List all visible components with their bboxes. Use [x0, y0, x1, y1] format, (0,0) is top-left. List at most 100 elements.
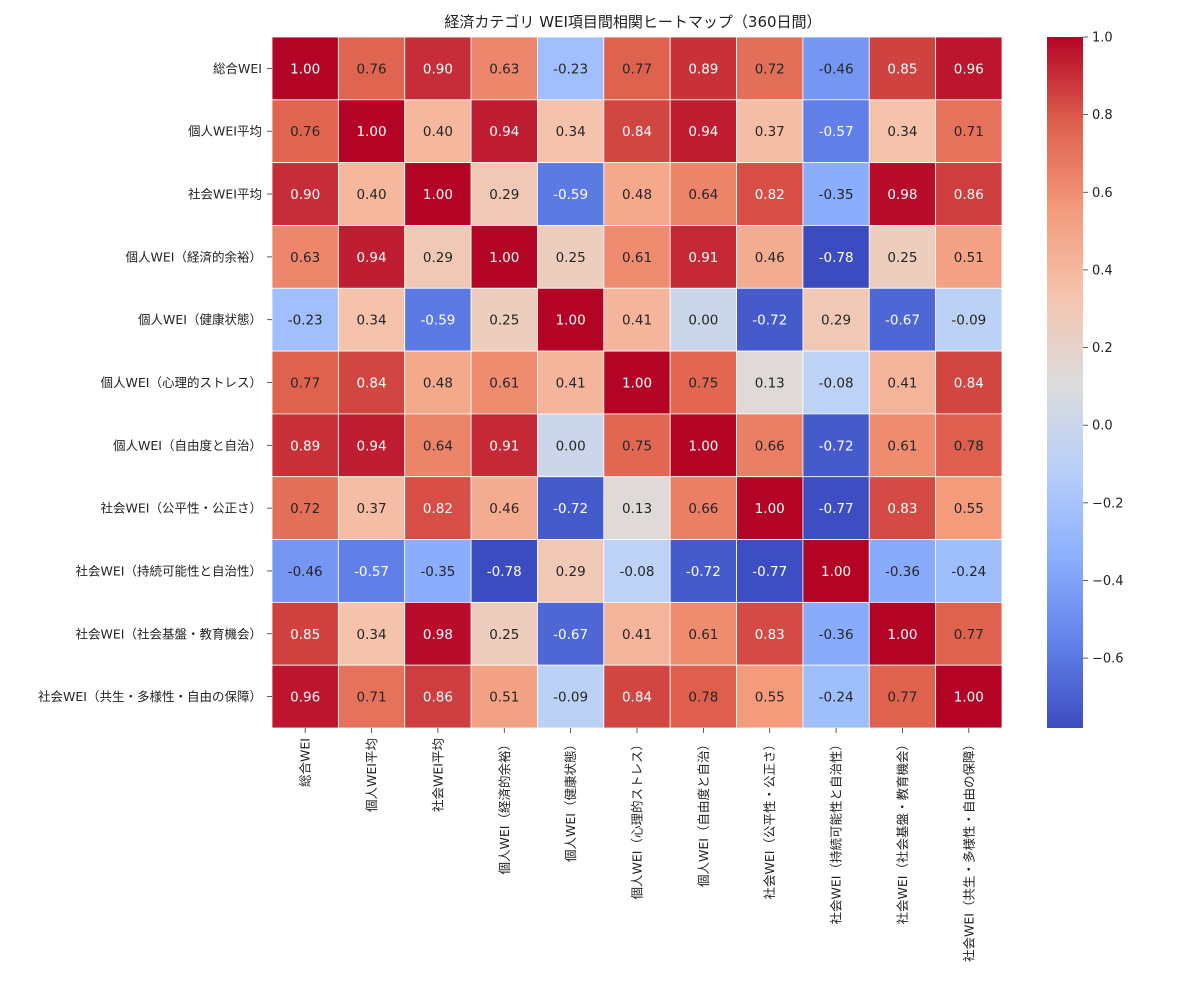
heatmap-cell: [802, 664, 870, 729]
heatmap-cell: [603, 476, 671, 540]
heatmap-cell: [802, 413, 870, 478]
cell-value-label: 0.29: [556, 564, 586, 580]
heatmap-cell: [669, 162, 737, 226]
cell-value-label: 0.66: [688, 501, 718, 517]
cell-value-label: 0.83: [887, 501, 917, 517]
row-label: 社会WEI平均: [188, 187, 262, 202]
cell-value-label: -0.36: [819, 627, 854, 643]
heatmap-cell: [736, 539, 804, 603]
cell-value-label: 0.40: [423, 124, 453, 140]
column-label: 個人WEI（健康状態）: [563, 738, 578, 862]
heatmap-cell: [736, 664, 804, 729]
cell-value-label: 0.72: [290, 501, 320, 517]
column-label: 個人WEI平均: [364, 738, 379, 812]
cell-value-label: 0.48: [423, 376, 453, 392]
heatmap-cell: [802, 287, 870, 352]
cell-value-label: 0.34: [887, 124, 917, 140]
colorbar-tick-label: 0.2: [1092, 341, 1113, 356]
heatmap-cells: 1.00 0.76 0.90 0.63 -0.23 0.77 0.89 0.72 -0.46 0.…: [271, 36, 1003, 729]
cell-value-label: 0.72: [755, 61, 785, 77]
cell-value-label: -0.09: [951, 313, 986, 329]
cell-value-label: 1.00: [556, 313, 586, 329]
cell-value-label: 0.46: [755, 250, 785, 266]
cell-value-label: 0.71: [954, 124, 984, 140]
chart-title: 経済カテゴリ WEI項目間相関ヒートマップ（360日間）: [444, 13, 821, 31]
heatmap-cell: [470, 413, 538, 478]
cell-value-label: -0.77: [819, 501, 854, 517]
cell-value-label: 0.94: [357, 438, 387, 454]
cell-value-label: -0.08: [819, 376, 854, 392]
heatmap-cell: [271, 350, 339, 415]
cell-value-label: 1.00: [622, 376, 652, 392]
cell-value-label: 0.55: [755, 690, 785, 706]
cell-value-label: 0.94: [489, 124, 519, 140]
cell-value-label: 0.37: [357, 501, 387, 517]
row-label: 個人WEI（自由度と自治）: [113, 438, 262, 453]
cell-value-label: -0.09: [553, 690, 588, 706]
cell-value-label: 0.89: [688, 61, 718, 77]
heatmap-cell: [935, 162, 1003, 226]
heatmap-cell: [935, 99, 1003, 164]
heatmap-cell: [271, 539, 339, 603]
heatmap-cell: [935, 601, 1003, 666]
column-label: 社会WEI（社会基盤・教育機会）: [895, 738, 910, 924]
colorbar-tick-label: 0.6: [1092, 186, 1113, 201]
cell-value-label: 0.91: [688, 250, 718, 266]
heatmap-cell: [470, 287, 538, 352]
heatmap-cell: [736, 476, 804, 540]
cell-value-label: 0.13: [755, 376, 785, 392]
colorbar-gradient: [1047, 37, 1083, 728]
heatmap-cell: [802, 225, 870, 289]
heatmap-cell: [404, 413, 472, 478]
cell-value-label: -0.08: [620, 564, 655, 580]
cell-value-label: -0.24: [819, 690, 854, 706]
cell-value-label: 0.83: [755, 627, 785, 643]
heatmap-cell: [271, 287, 339, 352]
heatmap-cell: [736, 601, 804, 666]
cell-value-label: 0.51: [489, 690, 519, 706]
heatmap-cell: [337, 99, 406, 164]
heatmap-cell: [271, 664, 339, 729]
cell-value-label: 0.86: [954, 187, 984, 203]
row-label: 個人WEI（心理的ストレス）: [101, 375, 262, 390]
cell-value-label: 1.00: [290, 61, 320, 77]
cell-value-label: 0.84: [954, 376, 984, 392]
cell-value-label: 0.94: [357, 250, 387, 266]
heatmap-cell: [935, 413, 1003, 478]
cell-value-label: 0.96: [290, 690, 320, 706]
cell-value-label: -0.57: [354, 564, 389, 580]
column-label: 総合WEI: [298, 738, 313, 787]
cell-value-label: 0.82: [755, 187, 785, 203]
heatmap-cell: [470, 539, 538, 603]
cell-value-label: -0.23: [553, 61, 588, 77]
heatmap-cell: [802, 162, 870, 226]
heatmap-cell: [537, 476, 605, 540]
heatmap-cell: [404, 36, 472, 101]
row-label: 社会WEI（共生・多様性・自由の保障）: [38, 689, 262, 704]
cell-value-label: 0.78: [954, 438, 984, 454]
cell-value-label: 0.91: [489, 438, 519, 454]
heatmap-cell: [537, 162, 605, 226]
cell-value-label: 0.41: [622, 627, 652, 643]
cell-value-label: -0.77: [752, 564, 787, 580]
heatmap-cell: [802, 99, 870, 164]
heatmap-cell: [603, 601, 671, 666]
heatmap-cell: [537, 601, 605, 666]
row-label: 総合WEI: [213, 61, 262, 76]
heatmap-cell: [470, 225, 538, 289]
cell-value-label: 0.29: [423, 250, 453, 266]
cell-value-label: 0.25: [556, 250, 586, 266]
heatmap-cell: [935, 225, 1003, 289]
heatmap-cell: [537, 287, 605, 352]
heatmap-cell: [603, 162, 671, 226]
colorbar-tick-label: 1.0: [1092, 31, 1113, 46]
cell-value-label: 0.61: [489, 376, 519, 392]
cell-value-label: 1.00: [423, 187, 453, 203]
cell-value-label: 0.29: [489, 187, 519, 203]
cell-value-label: -0.35: [420, 564, 455, 580]
heatmap-cell: [603, 413, 671, 478]
cell-value-label: 0.98: [423, 627, 453, 643]
cell-value-label: 0.29: [821, 313, 851, 329]
heatmap-cell: [470, 350, 538, 415]
